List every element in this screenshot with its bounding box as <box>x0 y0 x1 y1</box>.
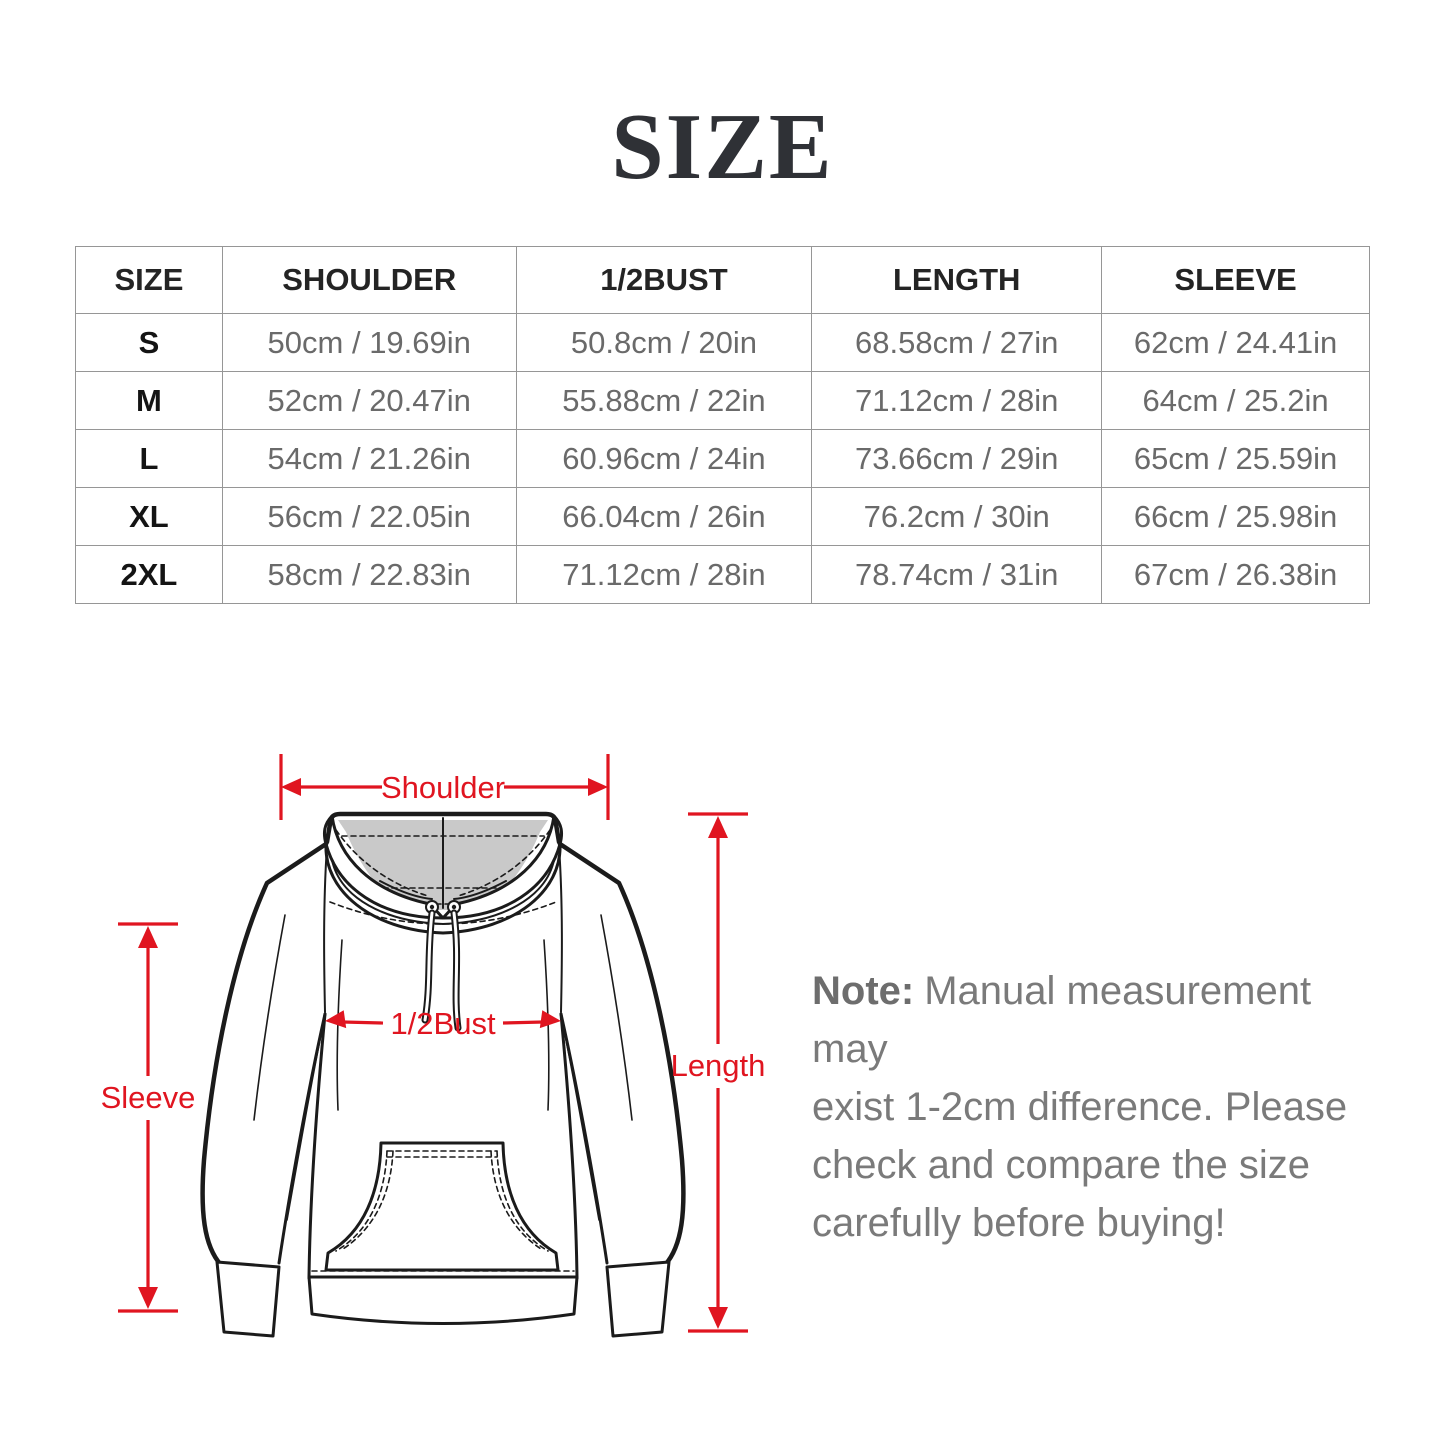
hood-collar <box>322 811 564 935</box>
table-row: 2XL 58cm / 22.83in 71.12cm / 28in 78.74c… <box>75 545 1370 604</box>
column-header-length: LENGTH <box>811 246 1103 314</box>
measurement-cell: 78.74cm / 31in <box>811 545 1103 604</box>
drawstrings <box>421 900 462 1032</box>
sleeve-label: Sleeve <box>101 1080 196 1115</box>
note-line-text: Manual measurement may <box>812 969 1312 1071</box>
measurement-cell: 67cm / 26.38in <box>1101 545 1370 604</box>
measurement-cell: 50cm / 19.69in <box>221 313 517 372</box>
table-row: XL 56cm / 22.05in 66.04cm / 26in 76.2cm … <box>75 487 1370 546</box>
size-cell: S <box>75 313 223 372</box>
measurement-cell: 55.88cm / 22in <box>515 371 813 430</box>
table-row: M 52cm / 20.47in 55.88cm / 22in 71.12cm … <box>75 371 1370 430</box>
note-label: Note: <box>812 969 915 1013</box>
sleeve-arrow: Sleeve <box>101 922 196 1313</box>
kangaroo-pocket <box>324 1141 560 1272</box>
column-header-bust: 1/2BUST <box>515 246 813 314</box>
measurement-cell: 71.12cm / 28in <box>515 545 813 604</box>
measurement-cell: 58cm / 22.83in <box>221 545 517 604</box>
size-cell: 2XL <box>75 545 223 604</box>
measurement-cell: 65cm / 25.59in <box>1101 429 1370 488</box>
measurement-cell: 50.8cm / 20in <box>515 313 813 372</box>
measurement-cell: 64cm / 25.2in <box>1101 371 1370 430</box>
shoulder-label: Shoulder <box>381 770 505 805</box>
measurement-cell: 71.12cm / 28in <box>811 371 1103 430</box>
column-header-size: SIZE <box>75 246 223 314</box>
page-title: SIZE <box>611 95 834 199</box>
note-line: carefully before buying! <box>812 1201 1226 1245</box>
size-cell: M <box>75 371 223 430</box>
measurement-cell: 54cm / 21.26in <box>221 429 517 488</box>
size-cell: XL <box>75 487 223 546</box>
note-line: exist 1-2cm difference. Please <box>812 1085 1348 1129</box>
measurement-cell: 52cm / 20.47in <box>221 371 517 430</box>
measurement-cell: 68.58cm / 27in <box>811 313 1103 372</box>
note-line: Note: Manual measurement may <box>812 962 1372 1078</box>
left-cuff <box>215 1260 281 1338</box>
measurement-cell: 66.04cm / 26in <box>515 487 813 546</box>
table-header-row: SIZE SHOULDER 1/2BUST LENGTH SLEEVE <box>75 246 1370 314</box>
right-cuff <box>605 1260 671 1338</box>
measurement-cell: 62cm / 24.41in <box>1101 313 1370 372</box>
hoodie-measurement-diagram: Shoulder 1/2Bust Sleeve Length <box>101 754 766 1338</box>
note-text: Note: Manual measurement may exist 1-2cm … <box>812 962 1372 1252</box>
length-arrow: Length <box>671 812 766 1333</box>
size-cell: L <box>75 429 223 488</box>
measurement-cell: 60.96cm / 24in <box>515 429 813 488</box>
measurement-cell: 56cm / 22.05in <box>221 487 517 546</box>
table-row: L 54cm / 21.26in 60.96cm / 24in 73.66cm … <box>75 429 1370 488</box>
bust-arrow: 1/2Bust <box>325 1006 561 1041</box>
column-header-shoulder: SHOULDER <box>221 246 517 314</box>
measurement-cell: 66cm / 25.98in <box>1101 487 1370 546</box>
column-header-sleeve: SLEEVE <box>1101 246 1370 314</box>
measurement-cell: 76.2cm / 30in <box>811 487 1103 546</box>
length-label: Length <box>671 1048 766 1083</box>
hem-band <box>307 1275 579 1325</box>
size-chart-table: SIZE SHOULDER 1/2BUST LENGTH SLEEVE S 50… <box>75 246 1370 604</box>
table-row: S 50cm / 19.69in 50.8cm / 20in 68.58cm /… <box>75 313 1370 372</box>
hoodie-body <box>200 841 686 1338</box>
note-line: check and compare the size <box>812 1143 1311 1187</box>
bust-label: 1/2Bust <box>390 1006 496 1041</box>
measurement-cell: 73.66cm / 29in <box>811 429 1103 488</box>
shoulder-arrow: Shoulder <box>279 754 610 820</box>
